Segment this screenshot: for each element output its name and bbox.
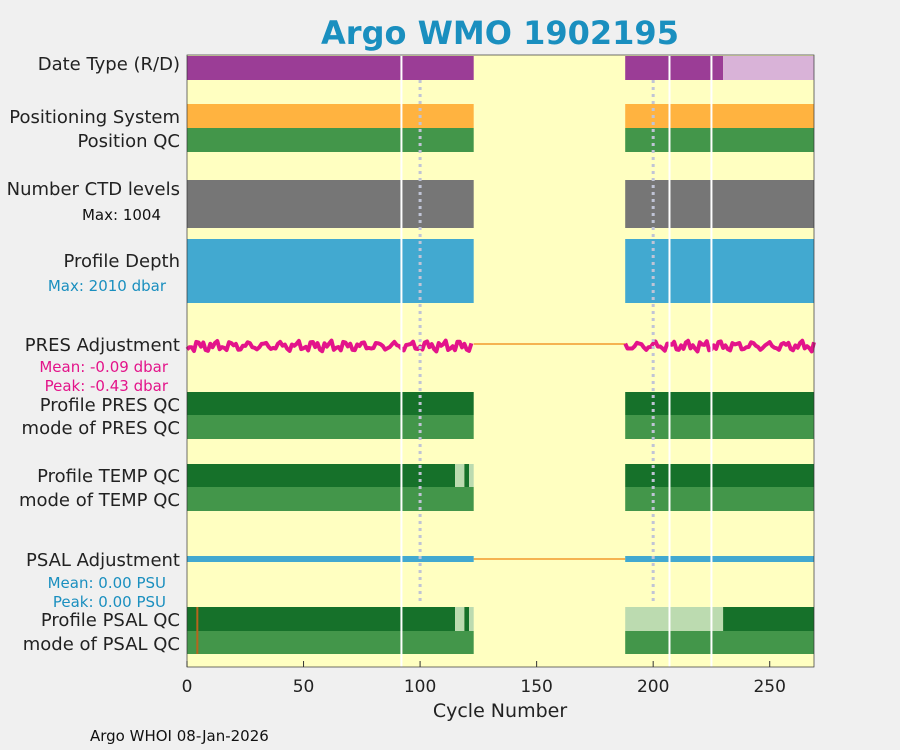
pres-mean-label: Mean: -0.09 dbar [39,358,169,376]
footer-credit: Argo WHOI 08-Jan-2026 [90,727,269,745]
row-labels: Date Type (R/D) Positioning System Posit… [7,54,180,655]
pres-peak-label: Peak: -0.43 dbar [45,377,169,395]
sub-labels: Max: 1004 Max: 2010 dbar Mean: -0.09 dba… [39,206,169,611]
profile-psal-qc-segment-5 [723,607,814,631]
profile-psal-qc-segment-1 [455,607,465,631]
ctd-levels-segment-0 [187,180,474,228]
bar-rows [187,56,814,654]
positioning-system-segment-0 [187,104,474,128]
pres-trace-2 [623,338,816,354]
mode-temp-qc-segment-1 [625,487,814,511]
x-axis-label: Cycle Number [433,700,567,722]
pres-trace-1 [185,338,474,354]
positioning-system-segment-1 [625,104,814,128]
psal-trace-2 [625,556,814,562]
label-positioning-system: Positioning System [9,107,180,128]
psal-trace-1 [187,556,474,562]
date-type-segment-0 [187,56,474,80]
profile-pres-qc-segment-0 [187,392,474,415]
label-mode-pres-qc: mode of PRES QC [22,418,180,439]
plot-background [187,55,814,667]
profile-temp-qc-segment-2 [464,464,470,487]
date-type-segment-2 [723,56,814,80]
profile-psal-qc-segment-4 [625,607,724,631]
profile-depth-segment-1 [625,239,814,303]
mode-pres-qc-segment-0 [187,415,474,439]
psal-flag-marker [196,607,199,654]
label-profile-psal-qc: Profile PSAL QC [41,610,180,631]
profile-temp-qc-segment-0 [187,464,456,487]
position-qc-segment-1 [625,128,814,152]
profile-psal-qc-segment-0 [187,607,456,631]
label-ctd-levels: Number CTD levels [7,179,180,200]
adjustment-traces [185,338,816,562]
label-position-qc: Position QC [77,131,180,152]
cycle-markers [400,55,713,667]
psal-peak-label: Peak: 0.00 PSU [53,593,166,611]
label-profile-pres-qc: Profile PRES QC [40,395,180,416]
mode-pres-qc-segment-1 [625,415,814,439]
x-tick-label-1: 50 [293,677,315,697]
mode-psal-qc-segment-1 [625,631,814,654]
position-qc-segment-0 [187,128,474,152]
plot-frame [186,54,815,668]
mode-psal-qc-segment-0 [187,631,474,654]
profile-pres-qc-segment-1 [625,392,814,415]
chart-title: Argo WMO 1902195 [321,14,679,52]
profile-temp-qc-segment-4 [625,464,814,487]
x-tick-label-3: 150 [520,677,552,697]
profile-temp-qc-segment-3 [469,464,474,487]
label-mode-psal-qc: mode of PSAL QC [23,634,180,655]
label-date-type: Date Type (R/D) [38,54,180,75]
x-tick-label-4: 200 [637,677,669,697]
x-tick-label-0: 0 [182,677,193,697]
depth-max-label: Max: 2010 dbar [48,277,167,295]
label-profile-depth: Profile Depth [63,251,180,272]
x-tick-label-5: 250 [753,677,785,697]
ctd-max-label: Max: 1004 [82,206,161,224]
psal-mean-label: Mean: 0.00 PSU [48,574,166,592]
mode-temp-qc-segment-0 [187,487,474,511]
profile-psal-qc-segment-2 [464,607,470,631]
label-profile-temp-qc: Profile TEMP QC [37,466,180,487]
profile-temp-qc-segment-1 [455,464,465,487]
x-ticks: 0 50 100 150 200 250 [182,661,786,697]
label-psal-adjustment: PSAL Adjustment [26,550,180,571]
profile-depth-segment-0 [187,239,474,303]
profile-psal-qc-segment-3 [469,607,474,631]
ctd-levels-segment-1 [625,180,814,228]
x-tick-label-2: 100 [404,677,436,697]
date-type-segment-1 [625,56,724,80]
label-pres-adjustment: PRES Adjustment [25,335,180,356]
label-mode-temp-qc: mode of TEMP QC [19,490,180,511]
